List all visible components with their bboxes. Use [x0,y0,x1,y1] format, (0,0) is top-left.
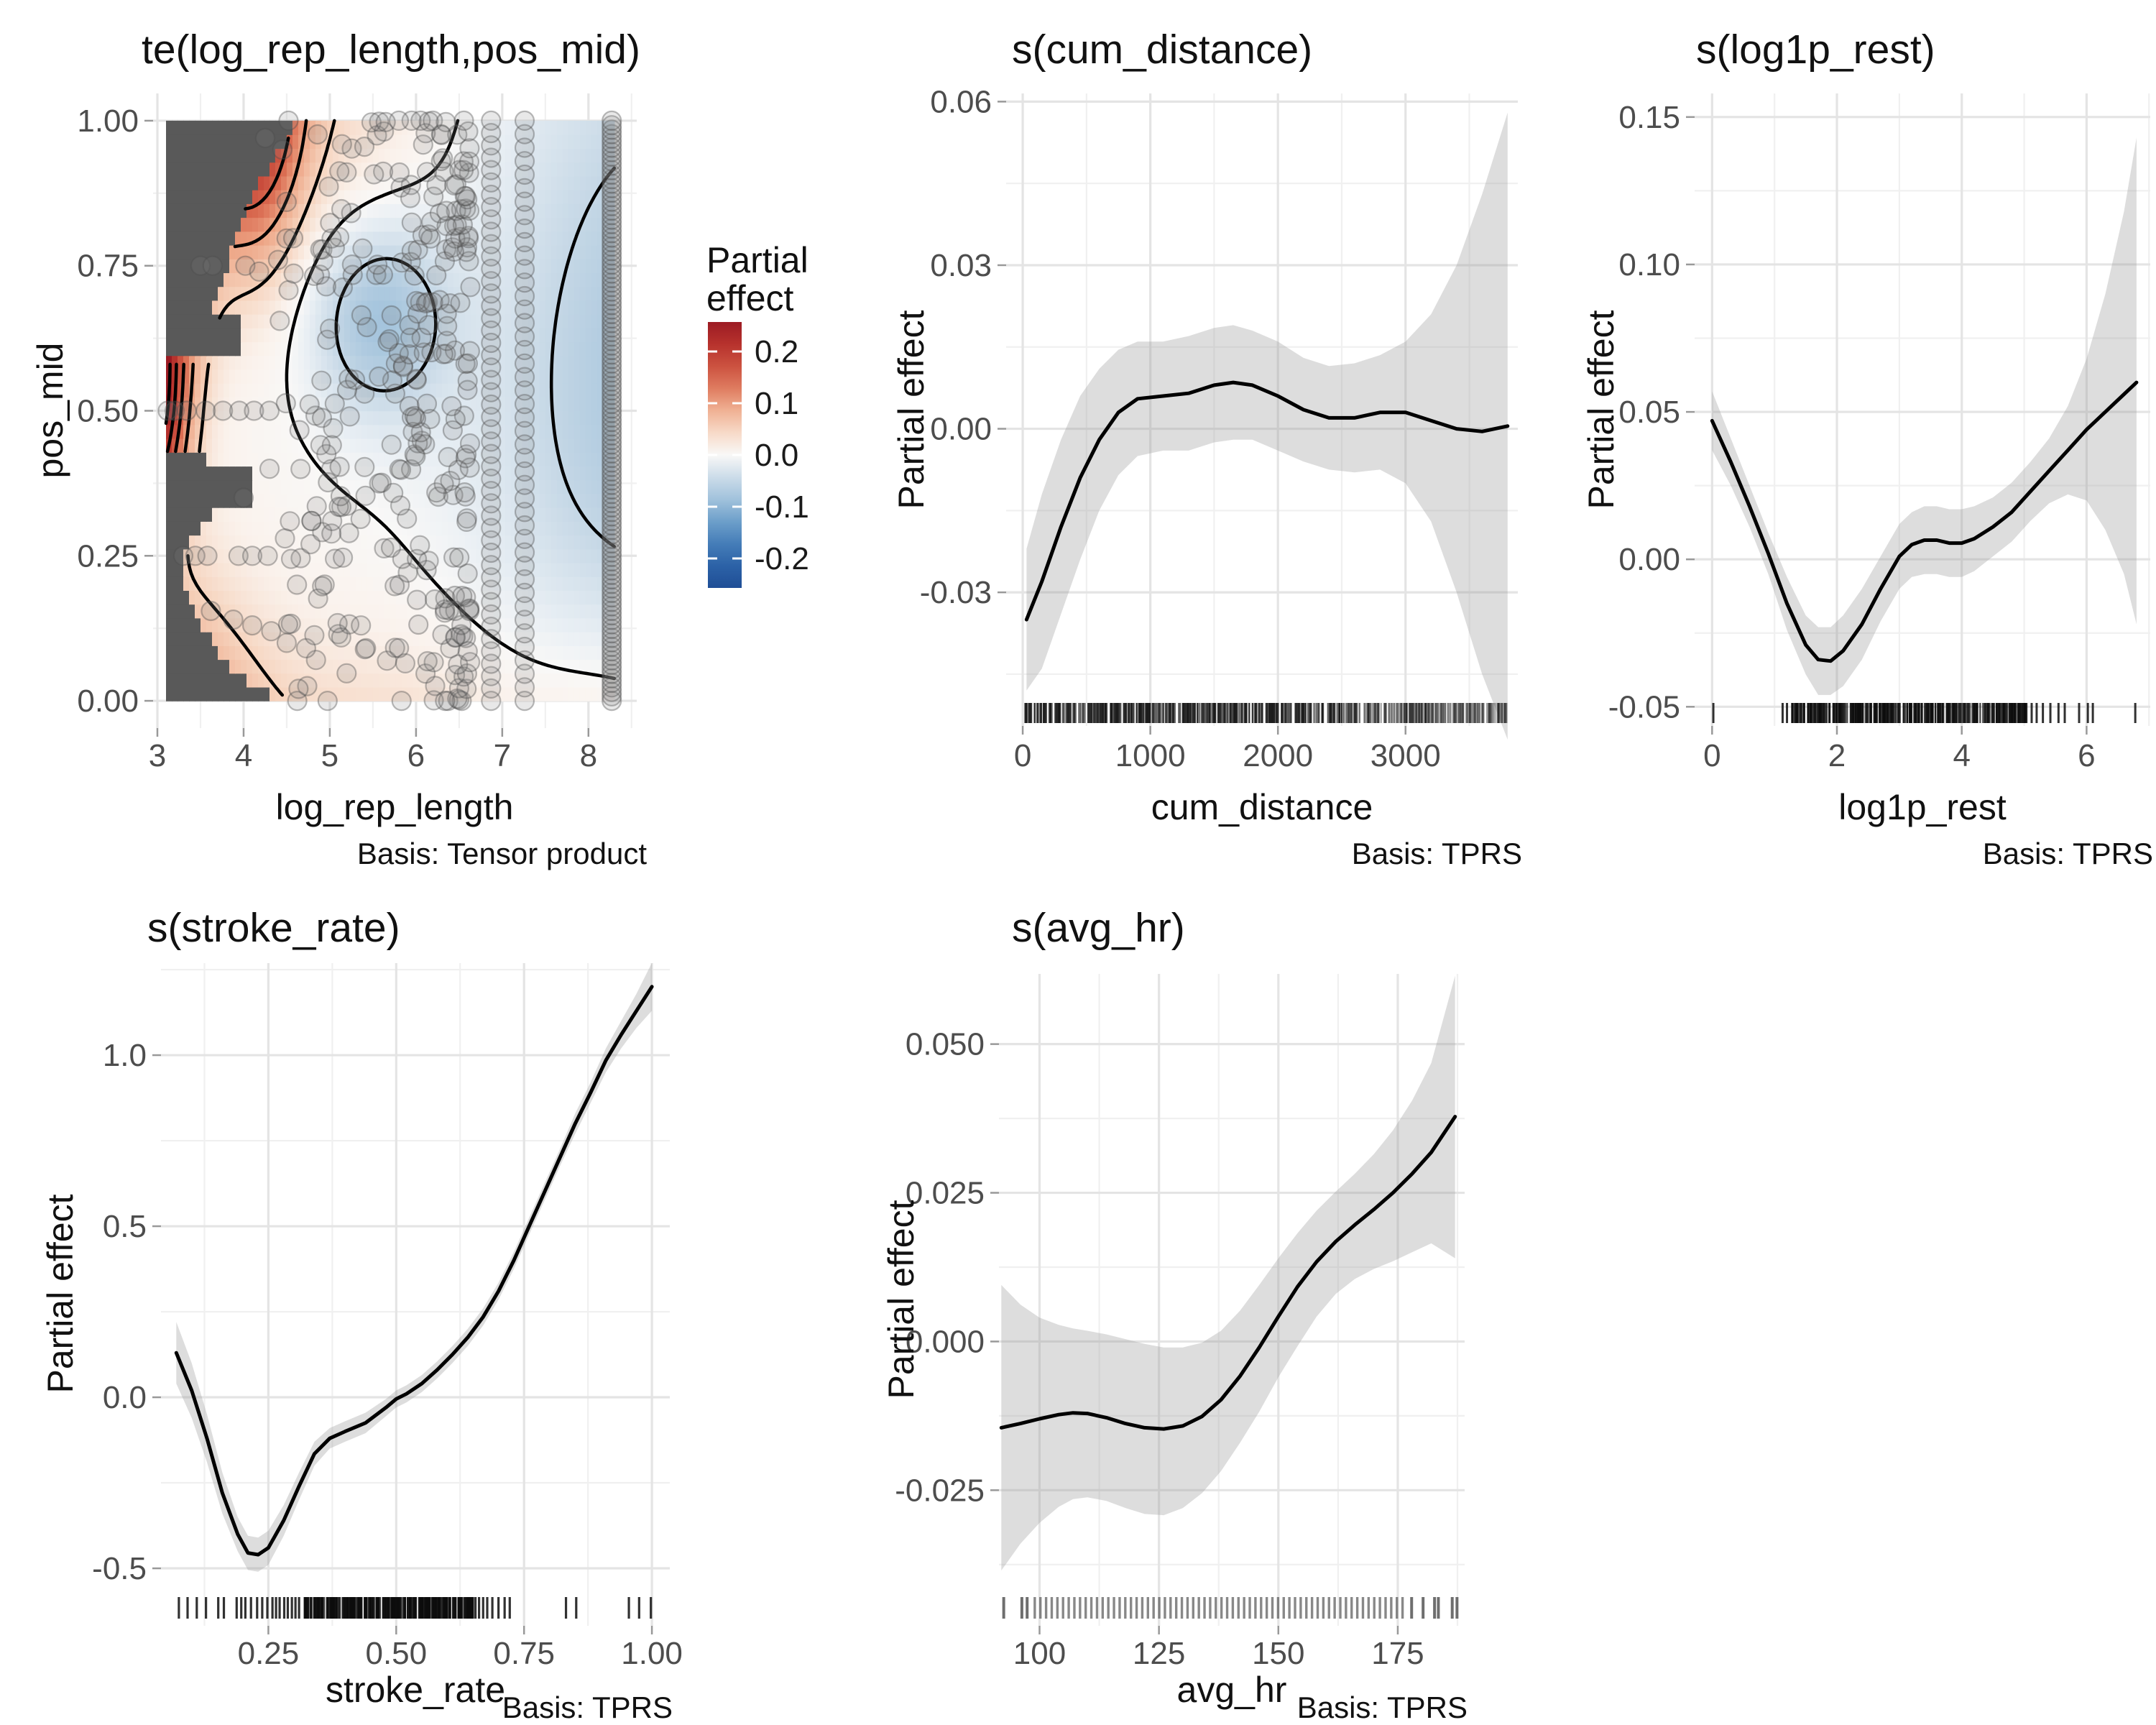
panel-te-title: te(log_rep_length,pos_mid) [142,27,640,73]
y-axis-label-partial-effect-5: Partial effect [881,1200,921,1399]
legend-title-line2: effect [706,278,794,318]
rug-s-cum-distance [1024,703,1508,723]
panel-s-log1p-rest: 0 2 4 6 0.15 0.10 0.05 0.00 -0.05 [1608,93,2150,773]
svg-text:0.00: 0.00 [77,684,139,719]
svg-text:0.00: 0.00 [930,412,992,447]
svg-text:0.75: 0.75 [77,249,139,284]
svg-text:0: 0 [1014,738,1031,773]
svg-text:-0.05: -0.05 [1608,689,1680,724]
smooth-line-s-cum-distance [1024,380,1510,622]
rug-s-stroke-rate [178,1597,653,1619]
panel-te-log-rep-length-pos-mid: 3 4 5 6 7 8 0.00 0.25 0.50 0.75 1.00 [77,93,637,773]
caption-tprs-4: Basis: TPRS [502,1690,673,1724]
rug-s-log1p-rest [1712,703,2137,723]
panel-log1p-rest-title: s(log1p_rest) [1696,27,1935,73]
smooth-line-s-avg-hr [999,1115,1457,1431]
svg-text:8: 8 [580,738,597,773]
panel-s-stroke-rate: 0.25 0.50 0.75 1.001.00.50.0-0.5 [92,962,683,1671]
svg-text:-0.03: -0.03 [920,575,992,610]
legend-title: Partial effect [706,242,808,318]
svg-text:0: 0 [1703,738,1720,773]
svg-text:0.25: 0.25 [77,538,139,574]
svg-text:4: 4 [235,738,252,773]
svg-text:0.03: 0.03 [930,248,992,283]
svg-text:1.00: 1.00 [77,104,139,139]
y-axis-label-pos-mid: pos_mid [30,342,70,479]
svg-text:4: 4 [1953,738,1970,773]
colorbar-tick-label: 0.0 [755,438,798,473]
colorbar-tick-label: -0.2 [755,541,809,576]
x-axis-label-cum-distance: cum_distance [1151,787,1373,827]
svg-text:0.15: 0.15 [1618,100,1680,135]
y-axis-label-partial-effect-2: Partial effect [891,310,931,510]
svg-text:2000: 2000 [1243,738,1313,773]
caption-tprs-3: Basis: TPRS [1982,837,2153,870]
data-points [157,110,622,712]
svg-text:5: 5 [321,738,338,773]
rug-s-avg-hr [1002,1597,1459,1619]
svg-text:3000: 3000 [1370,738,1441,773]
svg-text:2: 2 [1828,738,1846,773]
svg-text:3: 3 [149,738,166,773]
heatmap-raster [166,120,615,702]
svg-text:0.10: 0.10 [1618,247,1680,282]
legend-title-line1: Partial [706,240,808,280]
svg-text:0.06: 0.06 [930,84,992,119]
panel-s-cum-distance: 0 1000 2000 3000 0.06 0.03 0.00 -0.03 [920,84,1518,773]
smooth-line-s-log1p-rest [1710,380,2139,663]
x-axis-label-stroke-rate: stroke_rate [325,1670,506,1710]
colorbar-legend: 0.2 0.1 0.0 -0.1 -0.2 [708,322,809,588]
x-axis-label-log1p-rest: log1p_rest [1838,787,2007,827]
caption-tprs-5: Basis: TPRS [1296,1690,1468,1724]
confidence-band-s-log1p-rest [1712,137,2137,695]
contour-lines [164,119,617,697]
panel-stroke-rate-title: s(stroke_rate) [147,905,400,951]
confidence-band-s-avg-hr [1001,975,1455,1570]
x-axis-label-log-rep-length: log_rep_length [275,787,514,827]
y-axis-label-partial-effect-4: Partial effect [40,1194,80,1394]
caption-tprs-2: Basis: TPRS [1351,837,1522,870]
caption-tensor-product: Basis: Tensor product [356,837,647,870]
colorbar-tick-label: 0.2 [755,334,798,369]
colorbar-tick-label: -0.1 [755,489,809,525]
svg-text:0.05: 0.05 [1618,395,1680,430]
smooth-line-s-stroke-rate [174,985,654,1557]
svg-text:6: 6 [407,738,425,773]
y-axis-label-partial-effect-3: Partial effect [1581,310,1621,510]
x-axis-label-avg-hr: avg_hr [1176,1670,1287,1710]
svg-text:1000: 1000 [1115,738,1186,773]
confidence-band-s-stroke-rate [176,962,653,1572]
panel-avg-hr-title: s(avg_hr) [1012,905,1185,951]
confidence-band-s-cum-distance [1026,112,1508,740]
svg-text:0.00: 0.00 [1618,542,1680,577]
svg-text:7: 7 [494,738,511,773]
svg-text:0.50: 0.50 [77,394,139,429]
svg-text:6: 6 [2078,738,2095,773]
colorbar-tick-label: 0.1 [755,386,798,421]
panel-cum-distance-title: s(cum_distance) [1012,27,1313,73]
